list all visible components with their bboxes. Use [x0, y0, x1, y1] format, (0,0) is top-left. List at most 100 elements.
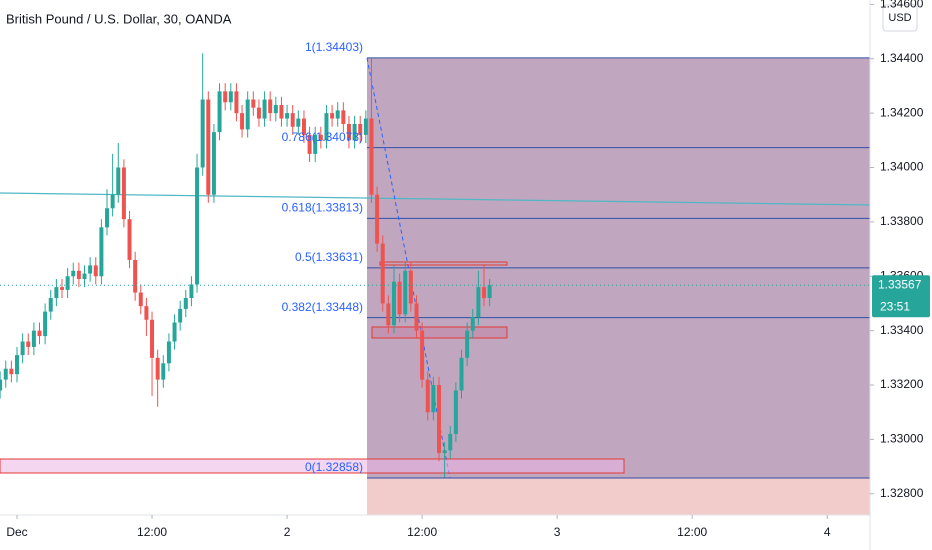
- y-tick-label: 1.34000: [880, 160, 924, 174]
- x-tick-label: 4: [824, 525, 831, 539]
- zone-box: [379, 261, 508, 266]
- candle-body: [65, 276, 70, 290]
- y-tick-label: 1.32800: [880, 486, 924, 500]
- x-tick-label: 12:00: [137, 525, 167, 539]
- candle-body: [82, 273, 87, 279]
- candle-body: [285, 113, 290, 119]
- last-price-label: 1.33567: [878, 277, 922, 291]
- candle-body: [99, 227, 104, 277]
- fib-label: 0.5(1.33631): [295, 250, 363, 264]
- y-tick-label: 1.34200: [880, 105, 924, 119]
- candle-body: [0, 379, 3, 391]
- candle-body: [43, 311, 48, 337]
- candle-body: [200, 99, 205, 168]
- chart-title: British Pound / U.S. Dollar, 30, OANDA: [6, 11, 232, 26]
- candle-body: [397, 281, 402, 315]
- candle-body: [133, 259, 138, 293]
- candle-body: [256, 107, 261, 119]
- candle-body: [54, 287, 59, 299]
- candle-body: [420, 330, 425, 380]
- candle-body: [189, 284, 194, 299]
- x-tick-label: Dec: [6, 525, 27, 539]
- candle-body: [453, 390, 458, 434]
- candle-body: [386, 303, 391, 326]
- fib-zones: [367, 57, 870, 515]
- candle-body: [20, 341, 25, 356]
- candle-body: [268, 99, 273, 114]
- candle-body: [9, 368, 14, 375]
- fib-label: 0(1.32858): [305, 460, 363, 474]
- trend-line: [0, 192, 870, 206]
- currency-box: [882, 4, 918, 32]
- candle-body: [110, 194, 115, 209]
- candle-body: [234, 91, 239, 114]
- candle-body: [172, 322, 177, 342]
- y-tick-label: 1.34600: [880, 0, 924, 11]
- fib-trend: [366, 57, 451, 479]
- y-tick-label: 1.33400: [880, 323, 924, 337]
- candle-body: [346, 123, 351, 141]
- candle-body: [436, 385, 441, 454]
- candle-body: [476, 287, 481, 318]
- zone-box: [0, 458, 625, 474]
- candle-body: [482, 287, 487, 299]
- candle-body: [341, 110, 346, 124]
- candle-body: [71, 270, 76, 277]
- candle-body: [487, 285, 492, 299]
- fib-label: 0.786(1.34073): [282, 130, 363, 144]
- candle-body: [470, 317, 475, 331]
- candle-body: [105, 208, 110, 228]
- candle-body: [14, 355, 19, 375]
- y-tick-label: 1.33800: [880, 214, 924, 228]
- candle-body: [375, 194, 380, 244]
- candle-body: [155, 357, 160, 380]
- candle-body: [251, 99, 256, 108]
- candle-body: [431, 385, 436, 413]
- candle-body: [403, 270, 408, 315]
- candle-body: [273, 104, 278, 114]
- candle-body: [442, 450, 447, 454]
- candle-body: [195, 167, 200, 285]
- candles: [0, 53, 492, 478]
- candle-body: [380, 243, 385, 304]
- zone-box: [371, 326, 508, 339]
- candle-body: [183, 298, 188, 309]
- candle-body: [408, 270, 413, 304]
- x-tick-label: 12:00: [407, 525, 437, 539]
- candle-body: [31, 330, 36, 347]
- candle-body: [363, 118, 368, 135]
- candle-body: [60, 287, 65, 290]
- currency: USD: [888, 12, 911, 24]
- candle-body: [425, 379, 430, 413]
- candle-body: [161, 363, 166, 380]
- candle-body: [166, 341, 171, 364]
- candle-body: [313, 134, 318, 154]
- candle-body: [335, 110, 340, 119]
- candle-body: [290, 113, 295, 127]
- candle-body: [352, 123, 357, 141]
- candle-body: [465, 330, 470, 358]
- candle-body: [88, 265, 93, 274]
- y-tick-label: 1.34400: [880, 51, 924, 65]
- candle-body: [48, 298, 53, 312]
- candle-body: [127, 219, 132, 260]
- candle-body: [26, 341, 31, 347]
- fib-label: 0.618(1.33813): [282, 201, 363, 215]
- last-price-box: [872, 275, 930, 318]
- candle-body: [296, 118, 301, 127]
- candle-body: [150, 319, 155, 358]
- candle-body: [206, 99, 211, 195]
- x-tick-label: 2: [284, 525, 291, 539]
- candle-body: [93, 265, 98, 277]
- candle-body: [358, 123, 363, 135]
- fib-label: 0.382(1.33448): [282, 300, 363, 314]
- x-tick-label: 3: [554, 525, 561, 539]
- candle-body: [307, 134, 312, 154]
- candle-body: [324, 113, 329, 141]
- candle-body: [76, 270, 81, 279]
- candle-body: [138, 292, 143, 307]
- candle-body: [121, 167, 126, 220]
- candle-body: [330, 113, 335, 119]
- fib-zone-below: [367, 478, 870, 515]
- candle-body: [318, 134, 323, 141]
